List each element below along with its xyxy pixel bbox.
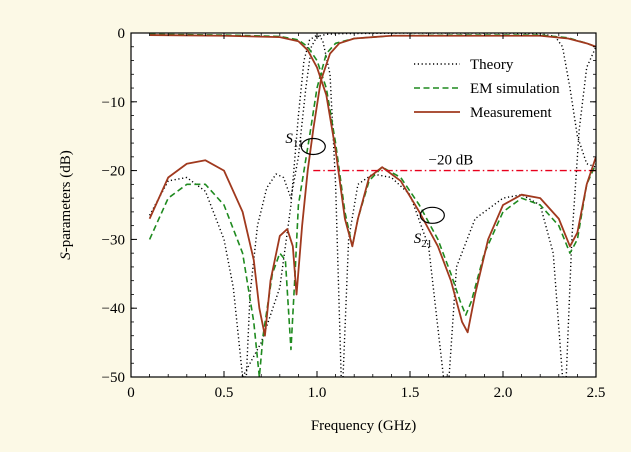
annotation-s21-sub: 21 (421, 238, 432, 250)
annotation-s11-label: S11 (285, 131, 303, 150)
annotation-s21-ellipse (419, 206, 445, 224)
x-tick-label: 0 (127, 385, 135, 401)
legend-label-1: EM simulation (470, 81, 560, 97)
legend: Theory EM simulation Measurement (414, 57, 560, 121)
y-tick-label: −20 (102, 164, 125, 180)
series-0-s21-line (241, 34, 596, 377)
series-1-s21-line (149, 33, 596, 316)
y-axis-title-italic: S (58, 252, 74, 260)
annotation-s11-sub: 11 (293, 138, 304, 150)
series-2-s11-line (148, 34, 596, 337)
plot-frame (130, 32, 597, 378)
x-tick-label: 2.5 (587, 385, 606, 401)
annotation-s11-ellipse (300, 137, 326, 156)
legend-label-0: Theory (470, 57, 514, 73)
y-tick-label: −40 (102, 301, 125, 317)
annotation-s21-label: S21 (414, 231, 433, 250)
x-tick-label: 1.5 (401, 385, 420, 401)
x-tick-label: 0.5 (215, 385, 234, 401)
x-tick-label: 2.0 (494, 385, 513, 401)
tick-layer: 0 0.5 1.0 1.5 2.0 2.5 0 −10 −20 −30 −40 −50 (102, 26, 606, 401)
series-0-s11-line (148, 33, 596, 377)
annotation-s21-main: S (414, 231, 422, 247)
x-tick-label: 1.0 (308, 385, 327, 401)
series-layer (148, 33, 596, 377)
x-axis-title: Frequency (GHz) (311, 418, 416, 434)
series-2-s21-line (149, 34, 596, 334)
y-tick-label: −30 (102, 232, 125, 248)
y-axis-title: S-parameters (dB) (58, 150, 74, 260)
plot-area (131, 33, 596, 377)
y-tick-label: −50 (102, 370, 125, 386)
annotation-s11-main: S (285, 131, 293, 147)
legend-label-2: Measurement (470, 105, 552, 121)
y-axis-title-rest: -parameters (dB) (58, 150, 74, 252)
reference-line-label: −20 dB (429, 153, 474, 169)
y-tick-label: 0 (118, 26, 126, 42)
y-tick-label: −10 (102, 95, 125, 111)
